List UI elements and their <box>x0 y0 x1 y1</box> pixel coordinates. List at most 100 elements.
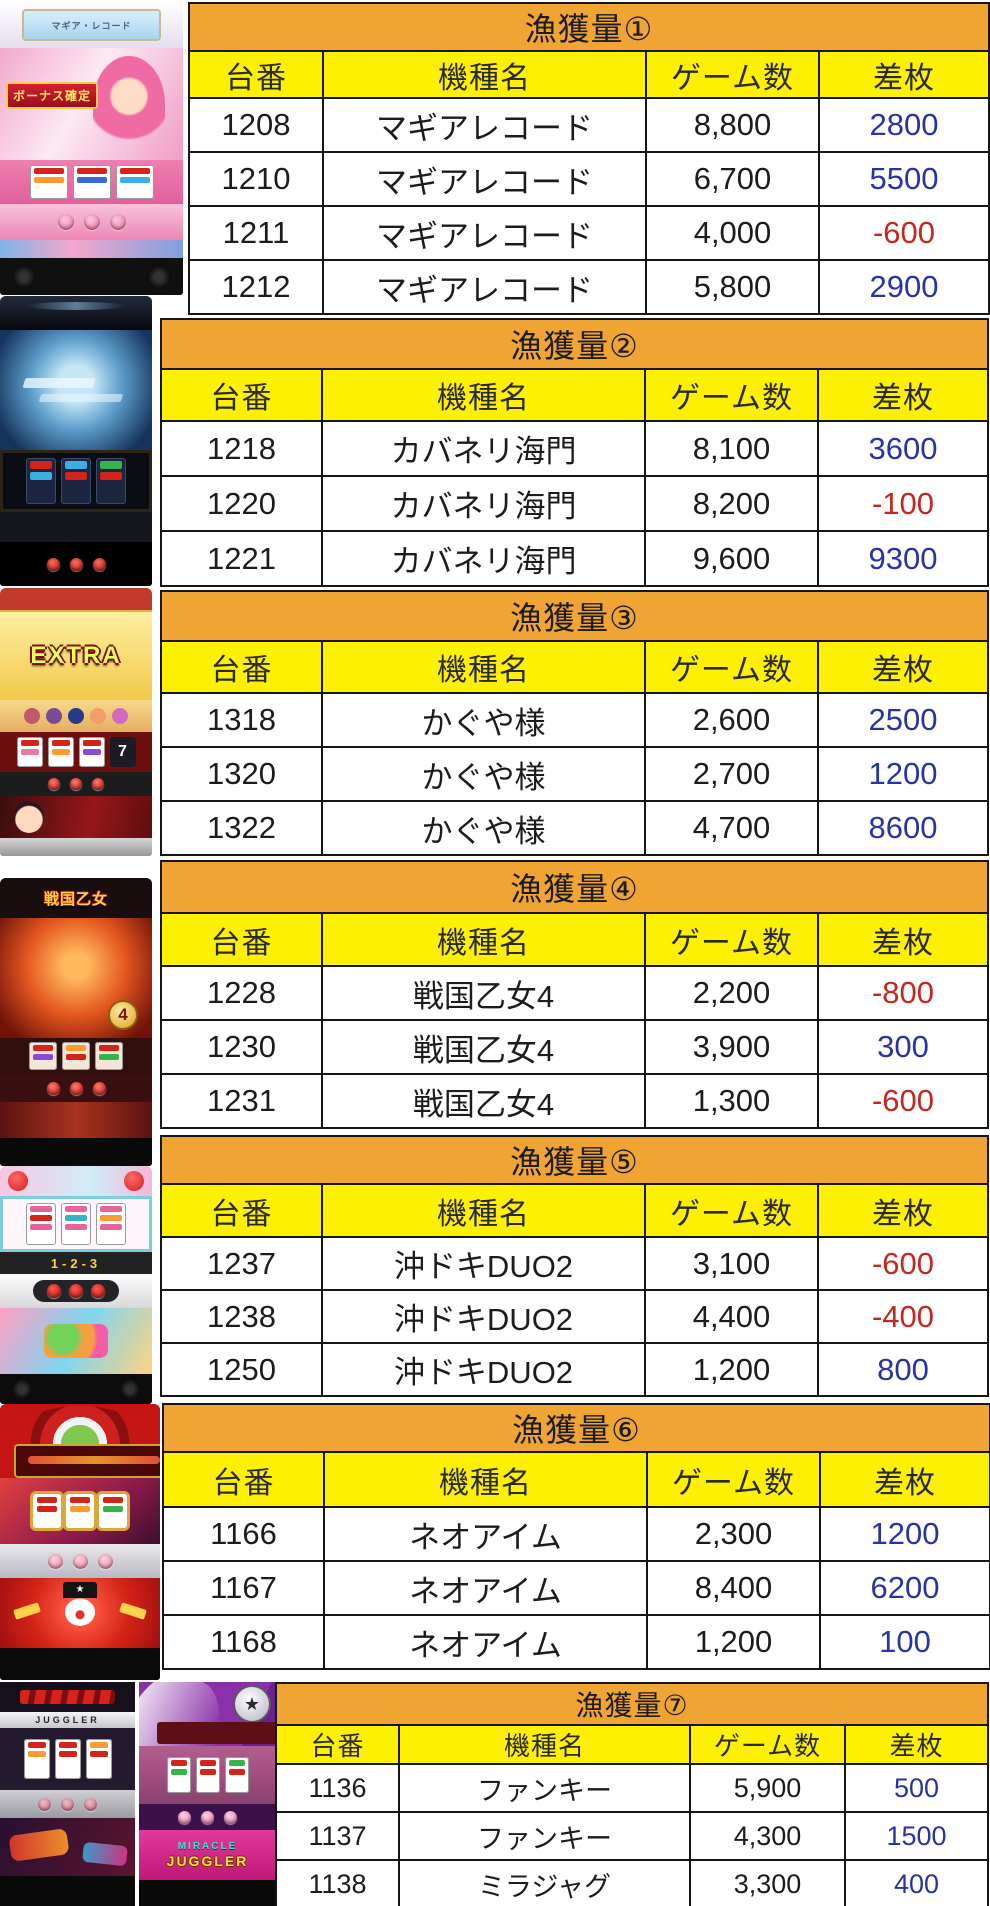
cell-diff-medals: 9300 <box>816 530 990 587</box>
lower-art-panel <box>0 796 152 838</box>
column-header: 機種名 <box>321 640 646 694</box>
catch-table-1: 漁獲量① 台番 機種名 ゲーム数 差枚 1208 マギアレコード 8,800 2800 1210 マ… <box>187 2 990 315</box>
machine-base <box>0 1138 152 1166</box>
duo-logo-art <box>44 1324 108 1358</box>
column-header: 差枚 <box>816 1183 990 1238</box>
cell-machine-number: 1237 <box>160 1236 323 1291</box>
table-row: 1230 戦国乙女4 3,900 300 <box>160 1019 990 1075</box>
reel <box>26 1203 56 1245</box>
cell-machine-number: 1208 <box>188 97 324 153</box>
anime-girl-art <box>14 801 44 833</box>
juggler-text: JUGGLER <box>166 1853 249 1869</box>
reel <box>29 1042 57 1070</box>
cell-machine-number: 1322 <box>160 800 323 856</box>
machine-button <box>92 557 106 571</box>
machine-base <box>0 542 152 586</box>
column-header: 差枚 <box>817 50 990 99</box>
lower-art-panel <box>0 1818 135 1876</box>
column-header: 機種名 <box>321 912 646 967</box>
button-deck <box>0 1274 152 1308</box>
machine-button <box>69 557 83 571</box>
machine-screen: ボーナス確定 <box>0 48 183 160</box>
column-header: 機種名 <box>321 1183 646 1238</box>
cell-model-name: かぐや様 <box>321 800 646 856</box>
column-header: 機種名 <box>398 1724 691 1765</box>
machine-photo-funky-juggler: JUGGLER <box>0 1682 135 1906</box>
gold-ribbon <box>119 1602 147 1620</box>
cell-game-count: 9,600 <box>644 530 819 587</box>
machine-base <box>0 1648 160 1680</box>
machine-photo-miracle-juggler: ★ MIRACLE JUGGLER <box>139 1682 276 1906</box>
table-row: 1211 マギアレコード 4,000 -600 <box>188 205 990 261</box>
machine-photo-kabaneri <box>0 296 152 586</box>
reel <box>99 1494 127 1528</box>
cell-diff-medals: -400 <box>816 1289 990 1344</box>
extra-screen-text: EXTRA <box>30 642 122 669</box>
cell-machine-number: 1166 <box>162 1506 325 1562</box>
column-header: 差枚 <box>816 912 990 967</box>
reel-window <box>0 450 152 512</box>
machine-screen: EXTRA <box>0 612 152 700</box>
table-row: 1210 マギアレコード 6,700 5500 <box>188 151 990 207</box>
cell-diff-medals: -600 <box>816 1236 990 1291</box>
machine-photo-neo-aim: ★ <box>0 1404 160 1680</box>
column-header: 差枚 <box>843 1724 990 1765</box>
machine-button <box>48 778 60 790</box>
machine-screen <box>0 1728 135 1790</box>
cell-game-count: 8,400 <box>646 1560 821 1616</box>
column-header: 差枚 <box>816 640 990 694</box>
catch-table-7: 漁獲量⑦ 台番 機種名 ゲーム数 差枚 1136 ファンキー 5,900 500 1137 ファンキ… <box>274 1682 990 1906</box>
marquee-panel <box>14 1444 160 1478</box>
clown-hat: ★ <box>63 1582 97 1598</box>
character-dot <box>90 708 106 724</box>
cell-machine-number: 1137 <box>275 1811 400 1861</box>
reel <box>29 165 68 199</box>
reel-window <box>0 1038 152 1074</box>
table-row: 1250 沖ドキDUO2 1,200 800 <box>160 1342 990 1397</box>
table-row: 1136 ファンキー 5,900 500 <box>275 1763 990 1813</box>
button-deck <box>0 1074 152 1102</box>
column-header: 台番 <box>160 912 323 967</box>
machine-top: 戦国乙女 <box>0 878 152 918</box>
table-row: 1212 マギアレコード 5,800 2900 <box>188 259 990 315</box>
reel <box>23 1739 50 1779</box>
table-row: 1166 ネオアイム 2,300 1200 <box>162 1506 990 1562</box>
column-header: ゲーム数 <box>644 1183 819 1238</box>
column-header: 台番 <box>162 1451 325 1508</box>
catch-table-2: 漁獲量② 台番 機種名 ゲーム数 差枚 1218 カバネリ海門 8,100 3600 1220 カバ… <box>159 318 990 587</box>
machine-screen <box>0 330 152 450</box>
cell-model-name: ファンキー <box>398 1763 691 1813</box>
cell-game-count: 5,800 <box>645 259 820 315</box>
column-header: ゲーム数 <box>644 368 819 422</box>
character-dot <box>46 708 62 724</box>
reel-window: 7 <box>0 732 152 772</box>
cell-machine-number: 1230 <box>160 1019 323 1075</box>
cell-diff-medals: -800 <box>816 965 990 1021</box>
button-deck <box>0 204 183 240</box>
reel <box>54 1739 81 1779</box>
cell-model-name: 戦国乙女4 <box>321 1073 646 1129</box>
machine-logo: 戦国乙女 <box>43 890 108 908</box>
cell-machine-number: 1228 <box>160 965 323 1021</box>
cell-model-name: 沖ドキDUO2 <box>321 1236 646 1291</box>
machine-photo-sengoku-otome: 戦国乙女 4 <box>0 878 152 1166</box>
machine-button <box>69 1081 83 1095</box>
character-dot <box>112 708 128 724</box>
reel <box>224 1757 249 1793</box>
cell-machine-number: 1211 <box>188 205 324 261</box>
cell-model-name: マギアレコード <box>322 259 647 315</box>
reel <box>72 165 111 199</box>
cell-machine-number: 1167 <box>162 1560 325 1616</box>
machine-screen: 4 <box>0 918 152 1038</box>
machine-top <box>0 1166 152 1196</box>
cell-diff-medals: 6200 <box>818 1560 990 1616</box>
machine-button <box>38 1797 51 1811</box>
machine-base <box>0 1374 152 1404</box>
cell-game-count: 2,700 <box>644 746 819 802</box>
table-row: 1167 ネオアイム 8,400 6200 <box>162 1560 990 1616</box>
reel-window <box>0 1196 152 1252</box>
table-row: 1237 沖ドキDUO2 3,100 -600 <box>160 1236 990 1291</box>
reel <box>26 458 56 504</box>
column-header: ゲーム数 <box>645 50 820 99</box>
column-header: ゲーム数 <box>646 1451 821 1508</box>
